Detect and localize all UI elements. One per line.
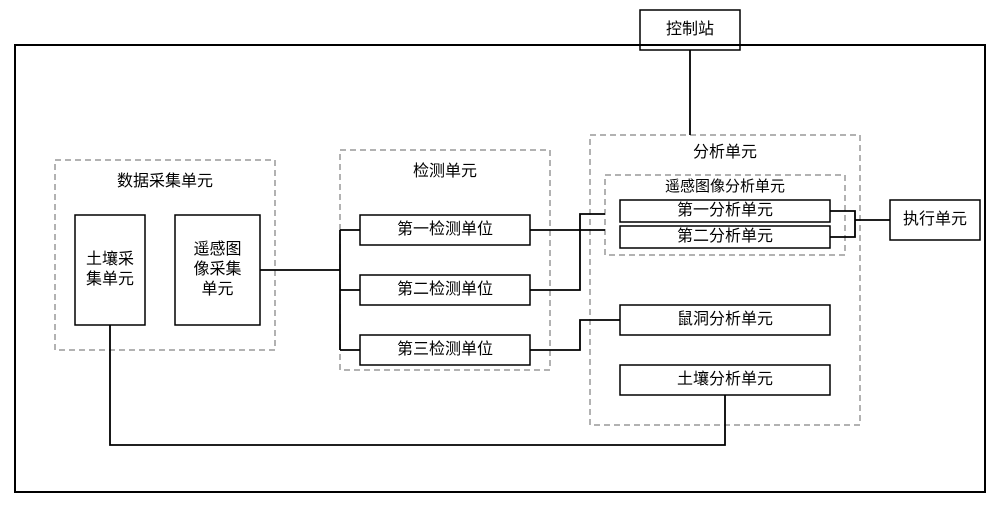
data-collection-title: 数据采集单元 [117, 172, 213, 190]
svg-text:遥感图: 遥感图 [193, 240, 241, 258]
soil-analysis-unit-label: 土壤分析单元 [677, 369, 773, 388]
svg-text:第一分析单元: 第一分析单元 [677, 201, 773, 219]
detection-title: 检测单元 [413, 162, 477, 180]
svg-text:鼠洞分析单元: 鼠洞分析单元 [677, 310, 773, 328]
edge-10 [830, 211, 855, 237]
detection-group [340, 150, 550, 370]
detection-unit-1-label: 第一检测单位 [397, 220, 493, 238]
svg-text:数据采集单元: 数据采集单元 [117, 172, 213, 190]
svg-text:执行单元: 执行单元 [903, 210, 967, 228]
svg-text:遥感图像分析单元: 遥感图像分析单元 [665, 178, 785, 195]
svg-text:土壤分析单元: 土壤分析单元 [677, 369, 773, 388]
svg-text:土壤采: 土壤采 [86, 249, 134, 268]
svg-text:像采集: 像采集 [193, 260, 241, 278]
second-analysis-unit-label: 第二分析单元 [677, 227, 773, 245]
control-station-label: 控制站 [666, 20, 714, 38]
soil-collection-unit-label: 土壤采集单元 [86, 249, 134, 288]
detection-unit-2-label: 第二检测单位 [397, 280, 493, 298]
svg-text:检测单元: 检测单元 [413, 162, 477, 180]
rathole-analysis-unit-label: 鼠洞分析单元 [677, 310, 773, 328]
exec-unit-label: 执行单元 [903, 210, 967, 228]
first-analysis-unit-label: 第一分析单元 [677, 201, 773, 219]
svg-text:控制站: 控制站 [666, 20, 714, 38]
svg-text:集单元: 集单元 [86, 270, 134, 288]
detection-unit-3-label: 第三检测单位 [397, 340, 493, 358]
block-diagram: 控制站数据采集单元土壤采集单元遥感图像采集单元检测单元第一检测单位第二检测单位第… [0, 0, 1000, 507]
soil-collection-unit [75, 215, 145, 325]
analysis-title: 分析单元 [693, 143, 757, 161]
rs-analysis-title: 遥感图像分析单元 [665, 178, 785, 195]
svg-text:分析单元: 分析单元 [693, 143, 757, 161]
svg-text:第三检测单位: 第三检测单位 [397, 340, 493, 358]
edge-7 [530, 214, 605, 290]
svg-text:第一检测单位: 第一检测单位 [397, 220, 493, 238]
svg-text:第二分析单元: 第二分析单元 [677, 227, 773, 245]
rs-image-collection-unit-label: 遥感图像采集单元 [193, 240, 241, 298]
edge-8 [530, 320, 620, 350]
svg-text:单元: 单元 [201, 280, 233, 298]
svg-text:第二检测单位: 第二检测单位 [397, 280, 493, 298]
